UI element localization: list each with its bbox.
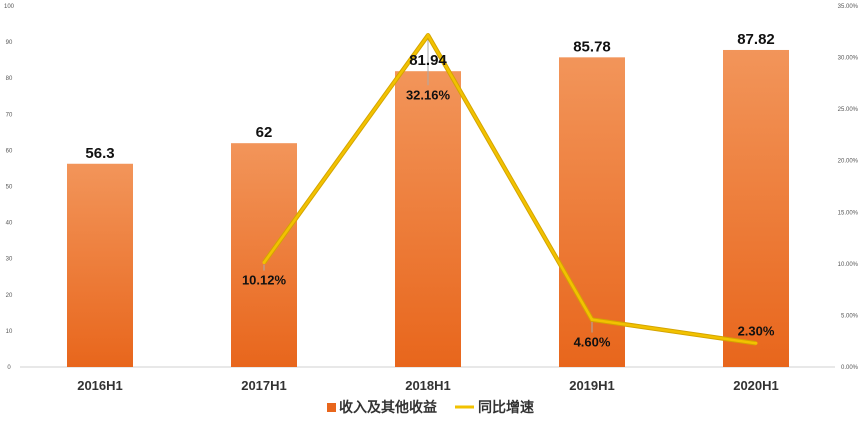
- bar: [67, 163, 133, 367]
- line-data-labels: 10.12% 32.16% 4.60% 2.30%: [242, 87, 775, 349]
- growth-value-label: 10.12%: [242, 273, 287, 288]
- category-label: 2020H1: [733, 378, 779, 393]
- left-tick-label: 0: [7, 365, 11, 371]
- left-tick-label: 30: [6, 257, 13, 263]
- growth-point: [262, 261, 266, 265]
- left-tick-label: 80: [6, 76, 13, 82]
- legend: 收入及其他收益 同比增速: [327, 399, 534, 416]
- bar-value-label: 62: [256, 124, 273, 141]
- left-tick-label: 40: [6, 221, 13, 227]
- category-label: 2018H1: [405, 378, 451, 393]
- growth-point: [426, 33, 430, 37]
- bar-data-labels: 56.3 62 81.94 85.78 87.82: [85, 31, 774, 162]
- category-labels: 2016H1 2017H1 2018H1 2019H1 2020H1: [77, 378, 779, 393]
- bar: [395, 71, 461, 368]
- legend-bar-label: 收入及其他收益: [339, 399, 437, 416]
- right-tick-label: 10.00%: [838, 262, 859, 268]
- bar-value-label: 85.78: [573, 38, 611, 55]
- growth-point: [754, 341, 758, 345]
- growth-value-label: 2.30%: [738, 323, 775, 338]
- right-tick-label: 30.00%: [838, 56, 859, 62]
- growth-value-label: 4.60%: [574, 335, 611, 350]
- left-tick-label: 50: [6, 185, 13, 191]
- right-tick-label: 5.00%: [841, 313, 859, 319]
- bar-series: [67, 49, 789, 368]
- right-tick-label: 15.00%: [838, 210, 859, 216]
- bar: [231, 143, 297, 367]
- left-tick-label: 70: [6, 112, 13, 118]
- bar: [723, 49, 789, 368]
- legend-bar-swatch: [327, 403, 336, 412]
- category-label: 2019H1: [569, 378, 615, 393]
- growth-point: [590, 318, 594, 322]
- line-series: [262, 33, 758, 346]
- left-tick-label: 60: [6, 148, 13, 154]
- bar-value-label: 87.82: [737, 31, 775, 48]
- left-tick-label: 10: [6, 329, 13, 335]
- legend-line-label: 同比增速: [478, 399, 534, 416]
- growth-value-label: 32.16%: [406, 87, 451, 102]
- growth-line-edge: [262, 33, 757, 346]
- category-label: 2017H1: [241, 378, 287, 393]
- bar-value-label: 81.94: [409, 52, 447, 69]
- right-axis: 0.00% 5.00% 10.00% 15.00% 20.00% 25.00% 30.00%…: [838, 4, 859, 371]
- leader-lines: [263, 37, 593, 333]
- right-tick-label: 25.00%: [838, 107, 859, 113]
- right-tick-label: 35.00%: [838, 4, 859, 10]
- left-tick-label: 100: [4, 4, 15, 10]
- right-tick-label: 0.00%: [841, 365, 859, 371]
- bar-value-label: 56.3: [85, 145, 114, 162]
- growth-line: [262, 34, 757, 345]
- left-tick-label: 20: [6, 293, 13, 299]
- left-axis: 0 10 20 30 40 50 60 70 80 90 100: [4, 4, 15, 371]
- category-label: 2016H1: [77, 378, 123, 393]
- left-tick-label: 90: [6, 40, 13, 46]
- right-tick-label: 20.00%: [838, 159, 859, 165]
